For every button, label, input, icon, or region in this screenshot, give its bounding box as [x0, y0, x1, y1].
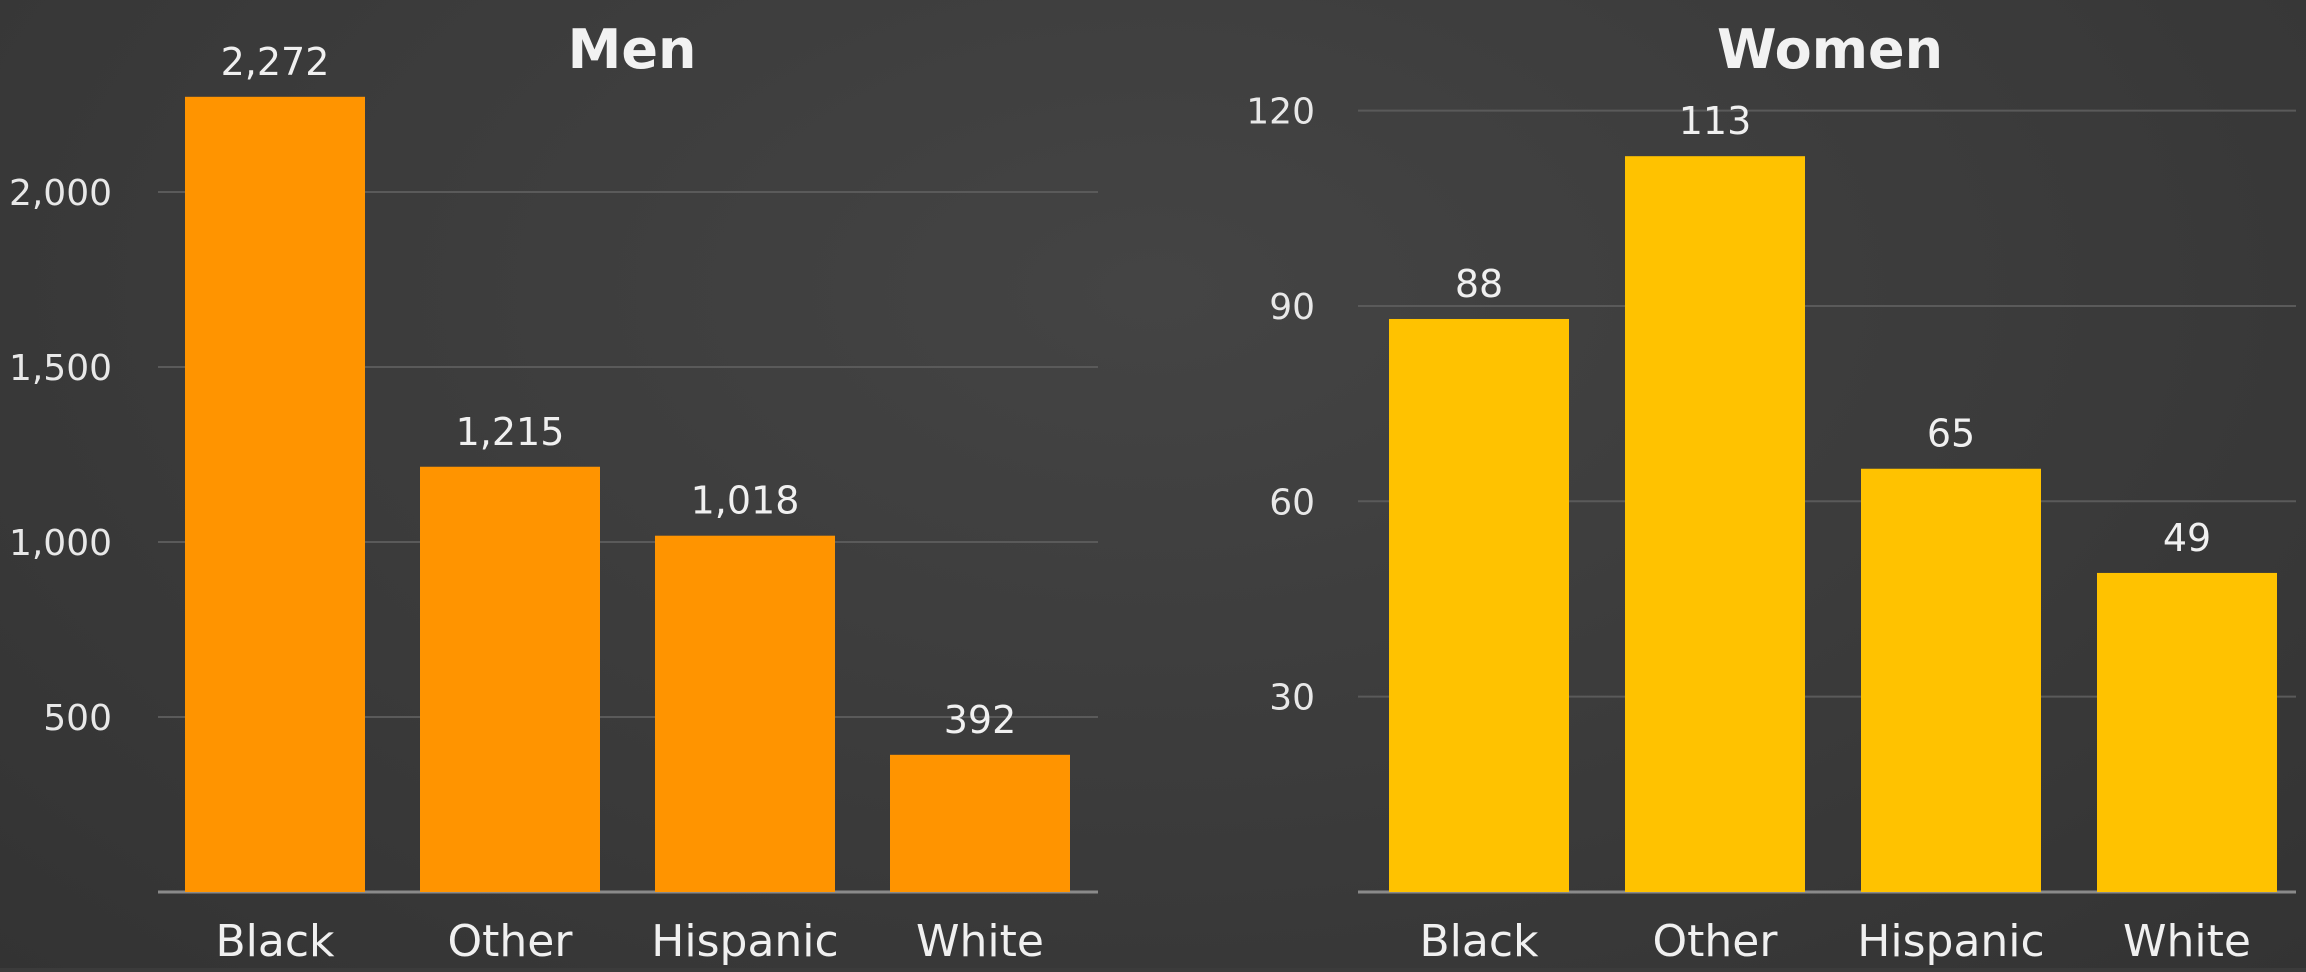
- chart-0-bar-hispanic: [655, 535, 835, 892]
- chart-1-y-tick-label: 30: [1269, 678, 1315, 719]
- chart-panel-women: 30 60 90 120 88 Black 113 Other 65 Hispanic 49 Whit…: [1246, 18, 2296, 967]
- chart-0-title: Men: [568, 18, 697, 81]
- chart-0-category-label: Hispanic: [651, 916, 838, 967]
- chart-0-data-label: 1,018: [691, 479, 800, 523]
- chart-1-title: Women: [1717, 18, 1943, 81]
- chart-1-data-label: 88: [1455, 262, 1503, 306]
- chart-1-bar-black: [1389, 318, 1569, 892]
- chart-0-data-label: 1,215: [456, 410, 565, 454]
- chart-1-category-label: Black: [1419, 916, 1539, 967]
- chart-1-category-label: White: [2123, 916, 2251, 967]
- chart-1-y-tick-label: 90: [1269, 287, 1315, 328]
- chart-0-y-tick-label: 1,500: [9, 348, 112, 389]
- chart-0-bar-black: [185, 96, 365, 893]
- chart-1-category-label: Other: [1653, 916, 1779, 967]
- chart-0-data-label: 392: [944, 698, 1017, 742]
- chart-0-y-tick-label: 2,000: [9, 173, 112, 214]
- chart-0-data-label: 2,272: [221, 40, 330, 84]
- chart-1-data-label: 49: [2163, 516, 2211, 560]
- chart-panel-men: 500 1,000 1,500 2,000 2,272 Black 1,215 Other 1,…: [9, 18, 1098, 967]
- chart-0-category-label: Black: [215, 916, 335, 967]
- chart-1-y-tick-label: 120: [1246, 92, 1315, 133]
- chart-0-bar-other: [420, 466, 600, 892]
- chart-1-data-label: 113: [1679, 99, 1752, 143]
- chart-0-y-tick-label: 1,000: [9, 523, 112, 564]
- chart-1-bar-white: [2097, 572, 2277, 892]
- chart-1-y-tick-label: 60: [1269, 482, 1315, 523]
- chart-0-category-label: Other: [448, 916, 574, 967]
- chart-1-bar-other: [1625, 156, 1805, 893]
- chart-1-bar-hispanic: [1861, 468, 2041, 892]
- chart-0-category-label: White: [916, 916, 1044, 967]
- chart-0-y-tick-label: 500: [43, 698, 112, 739]
- chart-1-category-label: Hispanic: [1857, 916, 2044, 967]
- chart-0-bar-white: [890, 754, 1070, 892]
- chart-1-data-label: 65: [1927, 412, 1975, 456]
